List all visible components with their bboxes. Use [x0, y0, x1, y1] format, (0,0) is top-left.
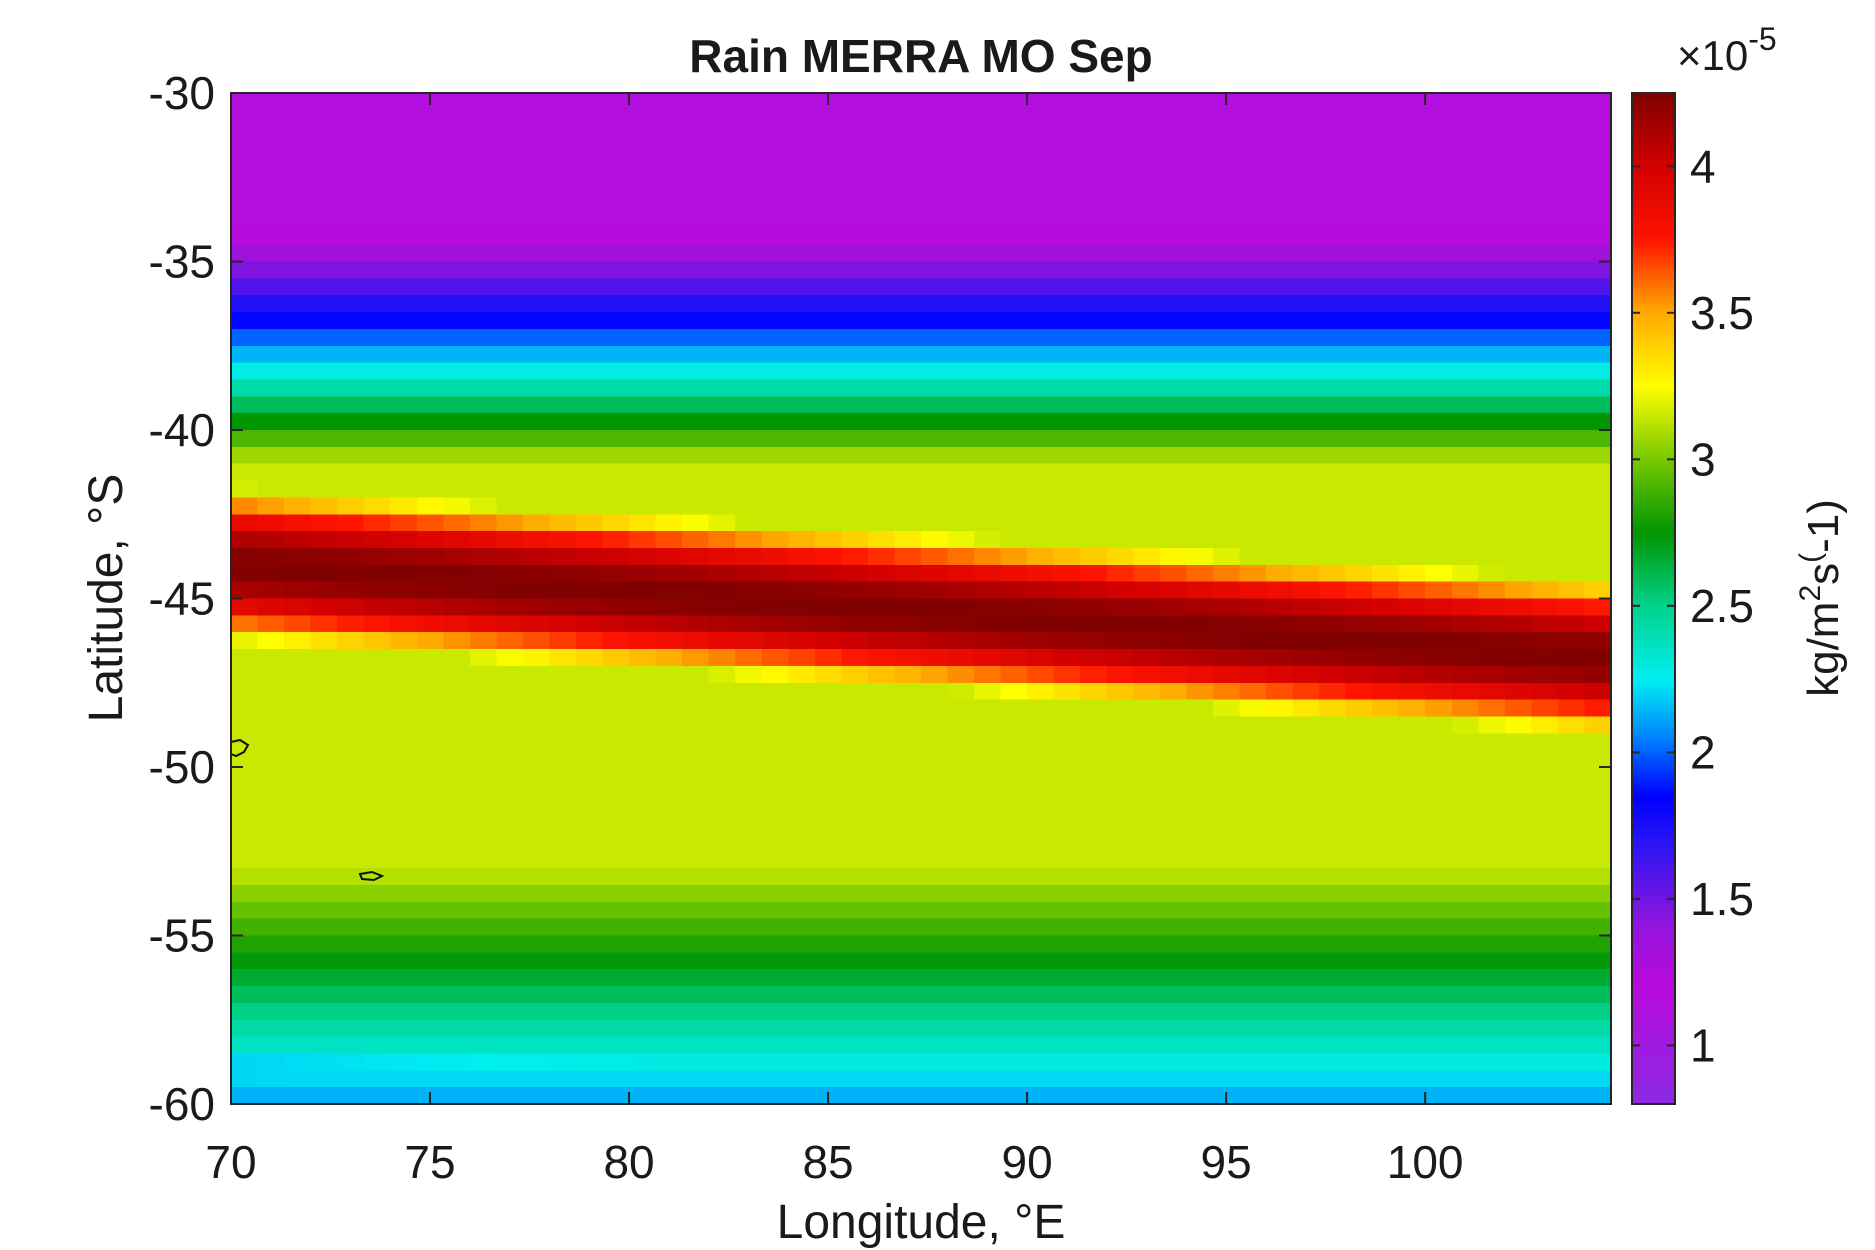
island-outline-kerguelen	[230, 738, 250, 758]
x-tick-label: 70	[205, 1136, 256, 1188]
y-axis-label: Latitude, °S	[80, 474, 133, 723]
x-tick-label: 100	[1387, 1136, 1464, 1188]
y-tick-label: -40	[149, 404, 215, 456]
y-tick-label: -30	[149, 67, 215, 119]
chart-title: Rain MERRA MO Sep	[689, 30, 1152, 82]
y-tick-label: -35	[149, 236, 215, 288]
colorbar-label: kg/m2s(-1)	[1794, 499, 1848, 697]
x-tick-label: 85	[802, 1136, 853, 1188]
colorbar-ticks: 1 1.5 2 2.5 3 3.5 4	[1632, 140, 1754, 1071]
island-outline-heard	[358, 870, 385, 882]
x-tick-label: 90	[1001, 1136, 1052, 1188]
plot-frame	[230, 92, 1612, 1105]
x-tick-label: 95	[1201, 1136, 1252, 1188]
y-axis-ticks: -30 -35 -40 -45 -50 -55 -60	[149, 67, 1611, 1130]
colorbar-tick-label: 3.5	[1690, 287, 1754, 339]
y-tick-label: -45	[149, 573, 215, 625]
colorbar-frame	[1631, 92, 1676, 1105]
colorbar-tick-label: 2	[1690, 726, 1716, 778]
colorbar-tick-label: 2.5	[1690, 580, 1754, 632]
x-tick-label: 75	[404, 1136, 455, 1188]
heatmap-plot-area	[231, 93, 1611, 1104]
y-tick-label: -60	[149, 1078, 215, 1130]
y-tick-label: -50	[149, 741, 215, 793]
colorbar-scale-factor: ×10-5	[1677, 21, 1777, 79]
colorbar-tick-label: 3	[1690, 433, 1716, 485]
colorbar-tick-label: 1.5	[1690, 873, 1754, 925]
colorbar-gradient	[1632, 93, 1675, 1104]
x-tick-label: 80	[603, 1136, 654, 1188]
colorbar-tick-label: 1	[1690, 1019, 1716, 1071]
island-outlines	[230, 738, 385, 882]
x-axis-ticks: 70 75 80 85 90 95 100	[205, 93, 1463, 1188]
colorbar-tick-label: 4	[1690, 140, 1716, 192]
y-tick-label: -55	[149, 910, 215, 962]
x-axis-label: Longitude, °E	[777, 1196, 1066, 1249]
